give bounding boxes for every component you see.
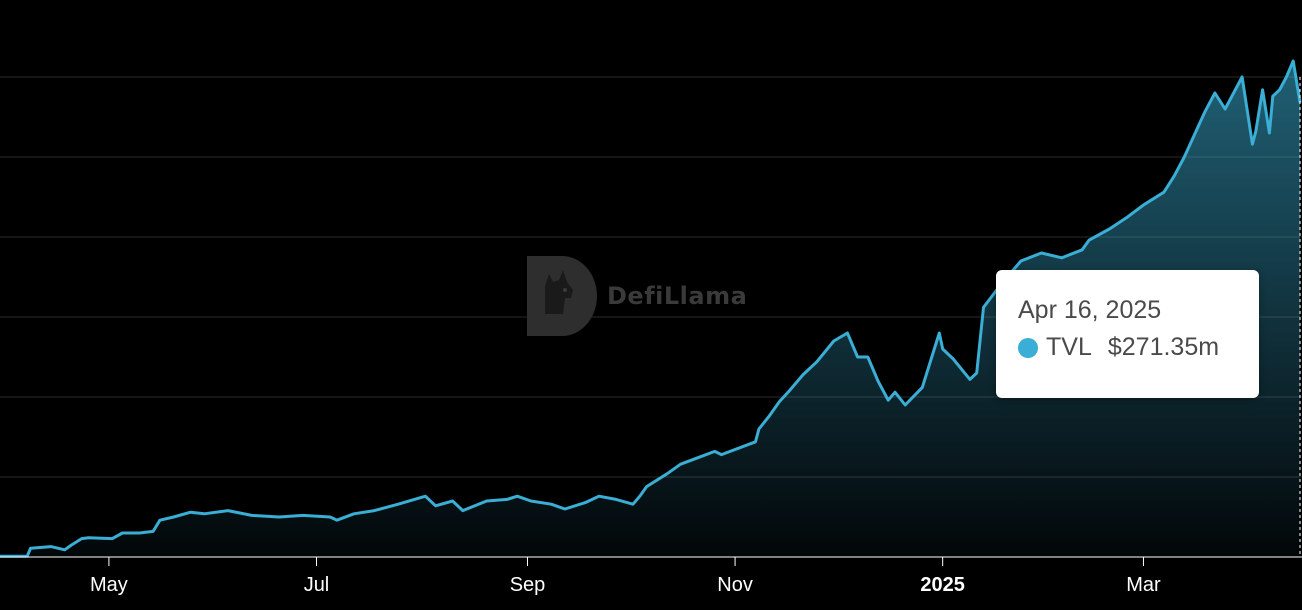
tooltip-series-name: TVL [1046, 333, 1092, 361]
series-dot-icon [1018, 337, 1038, 358]
tvl-area [0, 61, 1300, 557]
defillama-watermark: DefiLlama [527, 256, 747, 336]
x-tick-label: Nov [717, 574, 753, 596]
x-tick-label: 2025 [920, 574, 965, 596]
x-tick-label: Sep [510, 574, 546, 596]
x-tick-label: Jul [304, 574, 330, 596]
tooltip-row: TVL $271.35m [1018, 333, 1237, 362]
x-tick-label: Mar [1126, 574, 1161, 596]
tooltip-value: $271.35m [1107, 333, 1220, 361]
watermark-text: DefiLlama [607, 282, 748, 310]
llama-logo-icon [527, 256, 597, 336]
tvl-line [0, 59, 1302, 558]
x-tick-label: May [90, 574, 128, 596]
x-axis-ticks: May Jul Sep Nov 2025 Mar [90, 557, 1161, 596]
chart-tooltip: Apr 16, 2025 TVL $271.35m [996, 270, 1259, 398]
tooltip-date: Apr 16, 2025 [1018, 296, 1162, 324]
grid-lines [0, 76, 1302, 478]
